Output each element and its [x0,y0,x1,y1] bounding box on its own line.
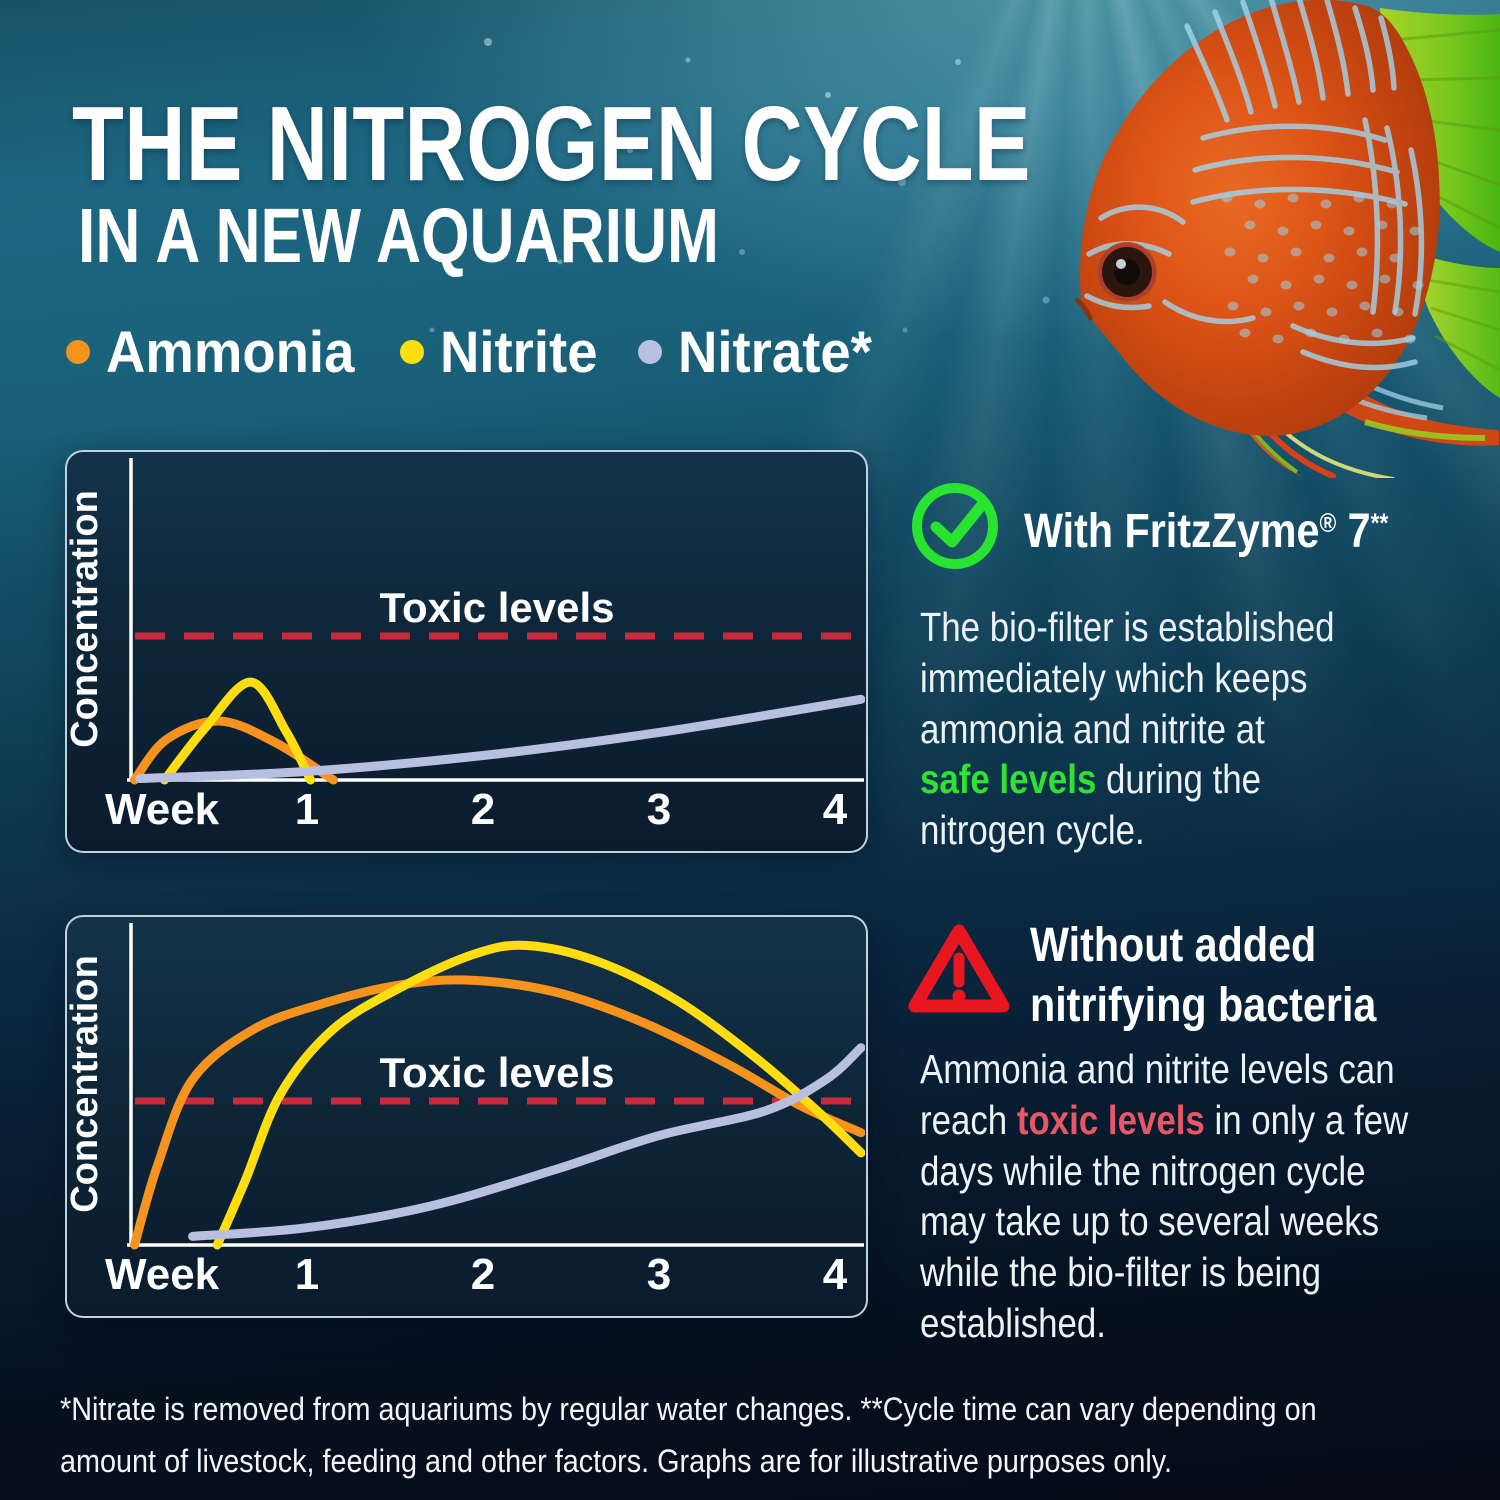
legend-item-ammonia: Ammonia [66,319,370,386]
legend-item-nitrate: Nitrate* [637,319,884,386]
fish-eye [1097,242,1157,302]
warning-triangle-icon [908,924,1010,1013]
fish-mouth [1075,297,1093,321]
callout-good-heading: With FritzZyme® 7** [1024,505,1389,558]
legend-label-nitrate: Nitrate* [677,319,872,385]
x-tick-3: 3 [647,1250,671,1299]
toxic-levels-label: Toxic levels [379,584,614,631]
x-axis-label: Week [105,1250,220,1299]
y-axis-label: Concentration [67,490,106,748]
x-tick-1: 1 [295,1250,319,1299]
check-circle-icon [912,483,998,569]
toxic-levels-label: Toxic levels [379,1049,614,1096]
chart-with-fritzzyme: Toxic levels Week 1 2 3 4 Concentration [65,450,868,853]
nitrate-dot-icon [637,340,662,364]
callout-good-body: The bio-filter is established immediatel… [920,604,1335,854]
series-nitrite [159,677,316,785]
x-tick-1: 1 [295,785,319,834]
fish-body [1080,0,1440,436]
series-ammonia [130,975,865,1250]
x-tick-2: 2 [471,785,495,834]
x-tick-4: 4 [823,1250,848,1299]
legend-item-nitrite: Nitrite [400,319,608,386]
legend: Ammonia Nitrite Nitrate* [66,318,884,386]
x-tick-4: 4 [823,785,848,834]
series-nitrite [212,940,865,1250]
legend-label-nitrite: Nitrite [440,319,598,385]
callout-bad-heading: Without added nitrifying bacteria [1030,919,1377,1033]
series-nitrate [135,694,865,784]
x-axis-label: Week [105,785,220,834]
series-nitrate [188,1043,865,1241]
footnote: *Nitrate is removed from aquariums by re… [60,1391,1317,1479]
chart-without-bacteria-svg: Toxic levels Week 1 2 3 4 Concentration [67,923,865,1299]
page-title: THE NITROGEN CYCLE [72,85,1031,203]
chart-with-fritzzyme-svg: Toxic levels Week 1 2 3 4 Concentration [67,458,865,834]
legend-label-ammonia: Ammonia [106,319,355,385]
ammonia-dot-icon [66,340,90,364]
fish-dots [1221,193,1424,344]
nitrite-dot-icon [400,340,425,364]
chart-without-bacteria: Toxic levels Week 1 2 3 4 Concentration [65,915,868,1318]
fish-stripes [1084,0,1425,371]
discus-fish-illustration [1075,0,1500,478]
y-axis-label: Concentration [67,955,106,1213]
x-tick-3: 3 [647,785,671,834]
callout-bad-body: Ammonia and nitrite levels can reach tox… [920,1046,1409,1347]
x-tick-2: 2 [471,1250,495,1299]
page-subtitle: IN A NEW AQUARIUM [78,193,719,279]
